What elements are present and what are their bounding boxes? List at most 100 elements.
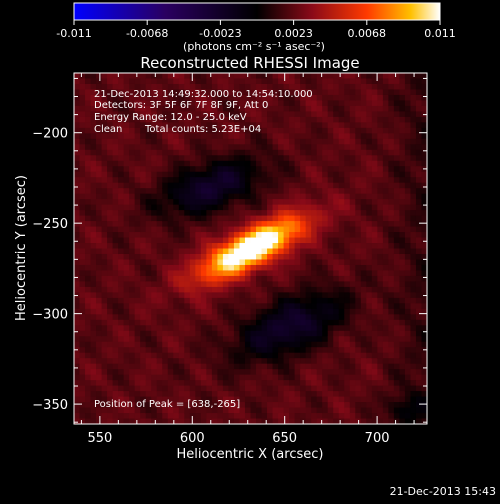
heatmap-cell	[228, 270, 235, 277]
heatmap-cell	[355, 155, 362, 162]
heatmap-cell	[244, 330, 252, 337]
heatmap-cell	[360, 83, 367, 91]
heatmap-cell	[377, 418, 384, 424]
heatmap-cell	[388, 199, 395, 206]
heatmap-cell	[250, 166, 257, 173]
heatmap-cell	[305, 297, 312, 304]
heatmap-cell	[261, 264, 268, 272]
heatmap-cell	[112, 407, 119, 414]
heatmap-cell	[112, 336, 119, 343]
heatmap-cell	[344, 243, 351, 250]
heatmap-cell	[211, 160, 219, 167]
heatmap-cell	[79, 94, 86, 102]
heatmap-cell	[322, 83, 329, 91]
heatmap-cell	[79, 281, 86, 288]
heatmap-cell	[222, 237, 230, 244]
heatmap-cell	[156, 171, 163, 178]
heatmap-cell	[145, 243, 152, 250]
heatmap-cell	[134, 248, 141, 255]
heatmap-cell	[189, 226, 196, 233]
heatmap-cell	[123, 275, 130, 282]
heatmap-cell	[85, 204, 92, 211]
heatmap-cell	[118, 193, 125, 200]
heatmap-cell	[140, 281, 147, 288]
heatmap-cell	[410, 83, 417, 91]
heatmap-cell	[244, 319, 252, 326]
heatmap-cell	[410, 391, 417, 398]
heatmap-cell	[239, 111, 246, 118]
heatmap-cell	[140, 138, 147, 145]
heatmap-cell	[415, 160, 423, 167]
heatmap-cell	[410, 363, 417, 370]
heatmap-cell	[217, 73, 224, 80]
heatmap-cell	[244, 391, 252, 398]
heatmap-cell	[333, 226, 340, 233]
heatmap-cell	[283, 133, 290, 140]
heatmap-cell	[393, 226, 401, 233]
heatmap-cell	[338, 391, 345, 398]
heatmap-cell	[393, 133, 401, 140]
heatmap-cell	[96, 226, 103, 233]
heatmap-cell	[338, 308, 345, 315]
heatmap-cell	[239, 73, 246, 80]
heatmap-cell	[366, 418, 373, 424]
heatmap-cell	[184, 73, 191, 80]
heatmap-cell	[79, 308, 86, 315]
heatmap-cell	[206, 374, 213, 381]
heatmap-cell	[123, 204, 130, 211]
heatmap-cell	[140, 177, 147, 184]
heatmap-cell	[338, 73, 345, 80]
heatmap-cell	[333, 292, 340, 299]
heatmap-cell	[272, 281, 279, 288]
heatmap-cell	[382, 73, 389, 80]
heatmap-cell	[140, 160, 147, 167]
heatmap-cell	[173, 270, 180, 277]
heatmap-cell	[228, 259, 235, 266]
heatmap-cell	[85, 133, 92, 140]
heatmap-cell	[322, 380, 329, 387]
heatmap-cell	[233, 363, 241, 370]
heatmap-cell	[294, 418, 301, 424]
heatmap-cell	[360, 380, 367, 387]
heatmap-cell	[305, 292, 312, 299]
heatmap-cell	[74, 286, 81, 293]
heatmap-cell	[300, 325, 307, 332]
heatmap-cell	[311, 396, 318, 403]
heatmap-cell	[300, 358, 307, 365]
heatmap-cell	[167, 369, 174, 376]
heatmap-cell	[404, 89, 412, 96]
heatmap-cell	[399, 78, 406, 85]
heatmap-cell	[393, 259, 401, 266]
heatmap-cell	[85, 182, 92, 189]
heatmap-cell	[211, 303, 219, 310]
heatmap-cell	[399, 303, 406, 310]
heatmap-cell	[377, 94, 384, 102]
heatmap-cell	[338, 341, 345, 348]
heatmap-cell	[366, 127, 373, 134]
heatmap-cell	[156, 374, 163, 381]
heatmap-cell	[393, 281, 401, 288]
heatmap-cell	[118, 253, 125, 261]
heatmap-cell	[404, 83, 412, 91]
heatmap-cell	[217, 83, 224, 91]
heatmap-cell	[228, 385, 235, 392]
heatmap-cell	[151, 243, 158, 250]
heatmap-cell	[101, 111, 108, 118]
heatmap-cell	[256, 73, 263, 80]
heatmap-cell	[305, 226, 312, 233]
heatmap-cell	[195, 232, 202, 239]
heatmap-cell	[410, 210, 417, 217]
heatmap-cell	[382, 100, 389, 107]
heatmap-cell	[85, 292, 92, 299]
heatmap-cell	[371, 83, 378, 91]
heatmap-cell	[79, 243, 86, 250]
heatmap-cell	[74, 199, 81, 206]
heatmap-cell	[338, 303, 345, 310]
heatmap-cell	[189, 259, 196, 266]
heatmap-cell	[217, 221, 224, 228]
heatmap-cell	[178, 144, 185, 151]
heatmap-cell	[283, 204, 290, 211]
heatmap-cell	[371, 144, 378, 151]
heatmap-cell	[261, 352, 268, 359]
heatmap-cell	[366, 391, 373, 398]
